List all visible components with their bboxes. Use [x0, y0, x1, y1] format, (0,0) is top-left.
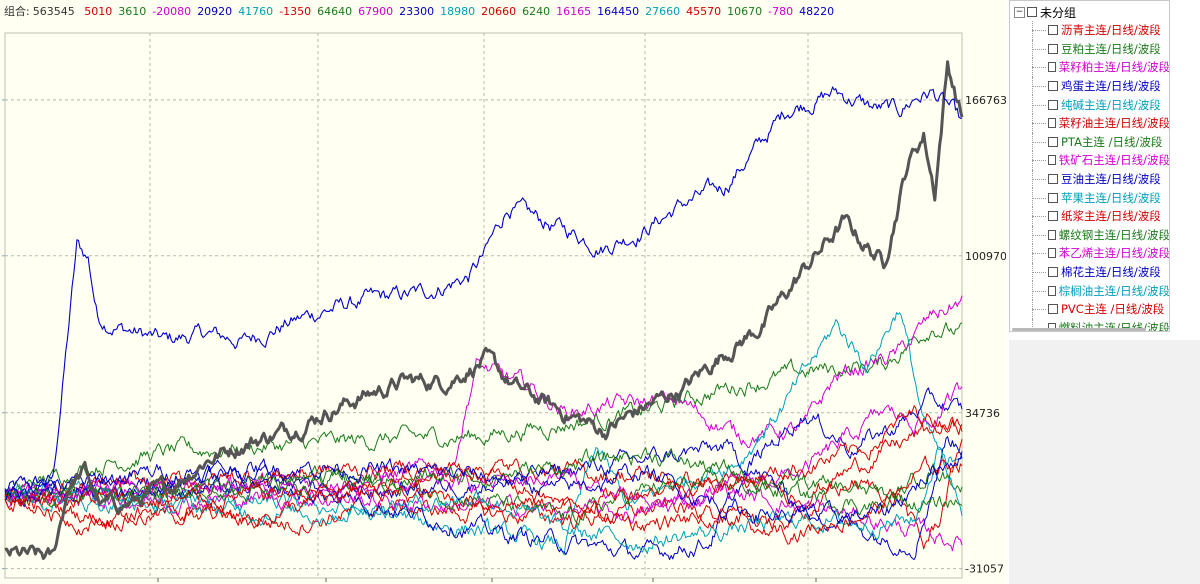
series-line: [4, 86, 962, 492]
summary-value: 45570: [686, 5, 722, 18]
chart-grid: [4, 32, 963, 582]
strategy-label: 纯碱主连/日线/波段: [1061, 97, 1161, 112]
tree-item-strategy[interactable]: 纯碱主连/日线/波段: [1010, 95, 1169, 114]
empty-panel: [1009, 340, 1200, 584]
strategy-checkbox[interactable]: [1048, 81, 1058, 92]
strategy-checkbox[interactable]: [1048, 118, 1056, 129]
group-checkbox[interactable]: [1027, 7, 1037, 17]
summary-value: 5010: [84, 5, 113, 18]
strategy-checkbox[interactable]: [1048, 322, 1056, 331]
strategy-checkbox[interactable]: [1048, 211, 1058, 222]
summary-value: 64640: [317, 5, 353, 18]
strategy-tree: − 未分组 沥青主连/日线/波段 豆粕主连/日线/波段 菜籽粕主连/日线/波段 鸡蛋主…: [1009, 0, 1170, 332]
y-tick-label: -31057: [965, 563, 1004, 576]
tree-item-strategy[interactable]: 苹果主连/日线/波段: [1010, 188, 1169, 207]
summary-value: 48220: [799, 5, 835, 18]
summary-value: 27660: [645, 5, 681, 18]
strategy-checkbox[interactable]: [1048, 285, 1056, 296]
tree-item-strategy[interactable]: 苯乙烯主连/日线/波段: [1010, 244, 1170, 263]
strategy-label: 豆粕主连/日线/波段: [1061, 41, 1161, 56]
strategy-checkbox[interactable]: [1048, 248, 1056, 259]
strategy-label: 苹果主连/日线/波段: [1061, 190, 1161, 205]
strategy-checkbox[interactable]: [1048, 229, 1056, 240]
y-tick-label: 166763: [965, 94, 1006, 107]
tree-group-ungrouped[interactable]: − 未分组: [1014, 4, 1076, 20]
strategy-checkbox[interactable]: [1048, 136, 1058, 147]
strategy-label: 鸡蛋主连/日线/波段: [1061, 79, 1161, 94]
series-line: [4, 451, 963, 525]
strategy-label: PVC主连 /日线/波段: [1061, 302, 1165, 317]
strategy-checkbox[interactable]: [1048, 155, 1056, 166]
summary-value: 6240: [522, 5, 551, 18]
strategy-label: 豆油主连/日线/波段: [1061, 172, 1161, 187]
summary-value: -780: [768, 5, 794, 18]
strategy-checkbox[interactable]: [1048, 62, 1056, 73]
tree-item-strategy[interactable]: 菜籽粕主连/日线/波段: [1010, 58, 1170, 77]
tree-item-strategy[interactable]: 铁矿石主连/日线/波段: [1010, 151, 1170, 170]
collapse-icon[interactable]: −: [1014, 6, 1025, 18]
summary-value: 164450: [597, 5, 640, 18]
strategy-label: 菜籽粕主连/日线/波段: [1058, 60, 1170, 75]
horizontal-scrollbar[interactable]: [1012, 328, 1146, 331]
summary-value: 20920: [197, 5, 233, 18]
series-line: [4, 60, 964, 560]
strategy-checkbox[interactable]: [1048, 192, 1058, 203]
summary-value: 67900: [358, 5, 394, 18]
tree-item-strategy[interactable]: 棉花主连/日线/波段: [1010, 262, 1169, 282]
tree-item-strategy[interactable]: PVC主连 /日线/波段: [1010, 299, 1169, 319]
summary-total: 563545: [32, 5, 75, 18]
strategy-label: 沥青主连/日线/波段: [1061, 23, 1161, 38]
strategy-checkbox[interactable]: [1048, 304, 1058, 315]
chart-series-group: [4, 60, 964, 561]
tree-item-strategy[interactable]: 豆粕主连/日线/波段: [1010, 39, 1169, 59]
strategy-checkbox[interactable]: [1048, 99, 1058, 110]
series-line: [4, 405, 963, 516]
tree-item-strategy[interactable]: 纸浆主连/日线/波段: [1010, 206, 1169, 226]
tree-item-strategy[interactable]: 豆油主连/日线/波段: [1010, 169, 1169, 189]
summary-value: -1350: [279, 5, 312, 18]
strategy-label: 棉花主连/日线/波段: [1061, 265, 1161, 280]
summary-values: 5010 3610 -20080 20920 41760 -1350 64640 67900 2…: [84, 5, 840, 18]
summary-value: 41760: [238, 5, 274, 18]
tree-item-strategy[interactable]: 沥青主连/日线/波段: [1010, 21, 1169, 40]
strategy-label: 纸浆主连/日线/波段: [1061, 209, 1161, 224]
chart-panel: 166763 100970 34736 -31057 组合: 563545 5010 36…: [0, 0, 1006, 584]
y-tick-label: 100970: [965, 250, 1006, 263]
strategy-label: 螺纹钢主连/日线/波段: [1058, 227, 1170, 242]
summary-value: 3610: [118, 5, 147, 18]
series-line: [4, 322, 963, 500]
strategy-label: 菜籽油主连/日线/波段: [1058, 116, 1170, 131]
summary-value: 20660: [481, 5, 517, 18]
summary-value: 18980: [440, 5, 476, 18]
series-line: [4, 446, 963, 555]
summary-value: -20080: [152, 5, 192, 18]
tree-item-strategy[interactable]: 棕榈油主连/日线/波段: [1010, 281, 1170, 300]
summary-value: 10670: [727, 5, 763, 18]
y-tick-label: 34736: [965, 407, 1000, 420]
tree-item-strategy[interactable]: PTA主连 /日线/波段: [1010, 132, 1169, 152]
strategy-label: 铁矿石主连/日线/波段: [1058, 153, 1170, 168]
portfolio-summary: 组合: 563545 5010 3610 -20080 20920 41760 -1350 6…: [4, 3, 846, 19]
summary-label: 组合:: [4, 5, 30, 18]
strategy-label: 棕榈油主连/日线/波段: [1058, 283, 1170, 298]
tree-item-strategy[interactable]: 鸡蛋主连/日线/波段: [1010, 76, 1169, 96]
strategy-label: 燃料油主连/日线/波段: [1058, 320, 1170, 332]
strategy-checkbox[interactable]: [1048, 174, 1058, 185]
group-label: 未分组: [1040, 5, 1077, 20]
tree-item-strategy[interactable]: 螺纹钢主连/日线/波段: [1010, 225, 1170, 245]
strategy-label: 苯乙烯主连/日线/波段: [1058, 246, 1170, 261]
strategy-checkbox[interactable]: [1048, 43, 1058, 54]
strategy-label: PTA主连 /日线/波段: [1061, 134, 1163, 149]
y-axis: 166763 100970 34736 -31057: [2, 94, 1006, 576]
strategy-checkbox[interactable]: [1048, 267, 1058, 278]
tree-item-list: 沥青主连/日线/波段 豆粕主连/日线/波段 菜籽粕主连/日线/波段 鸡蛋主连/日线/波…: [1010, 21, 1170, 332]
strategy-checkbox[interactable]: [1048, 25, 1058, 36]
series-line: [4, 447, 963, 513]
equity-curve-chart: 166763 100970 34736 -31057: [2, 32, 1006, 582]
summary-value: 16165: [556, 5, 592, 18]
summary-value: 23300: [399, 5, 435, 18]
tree-item-strategy[interactable]: 菜籽油主连/日线/波段: [1010, 113, 1170, 133]
